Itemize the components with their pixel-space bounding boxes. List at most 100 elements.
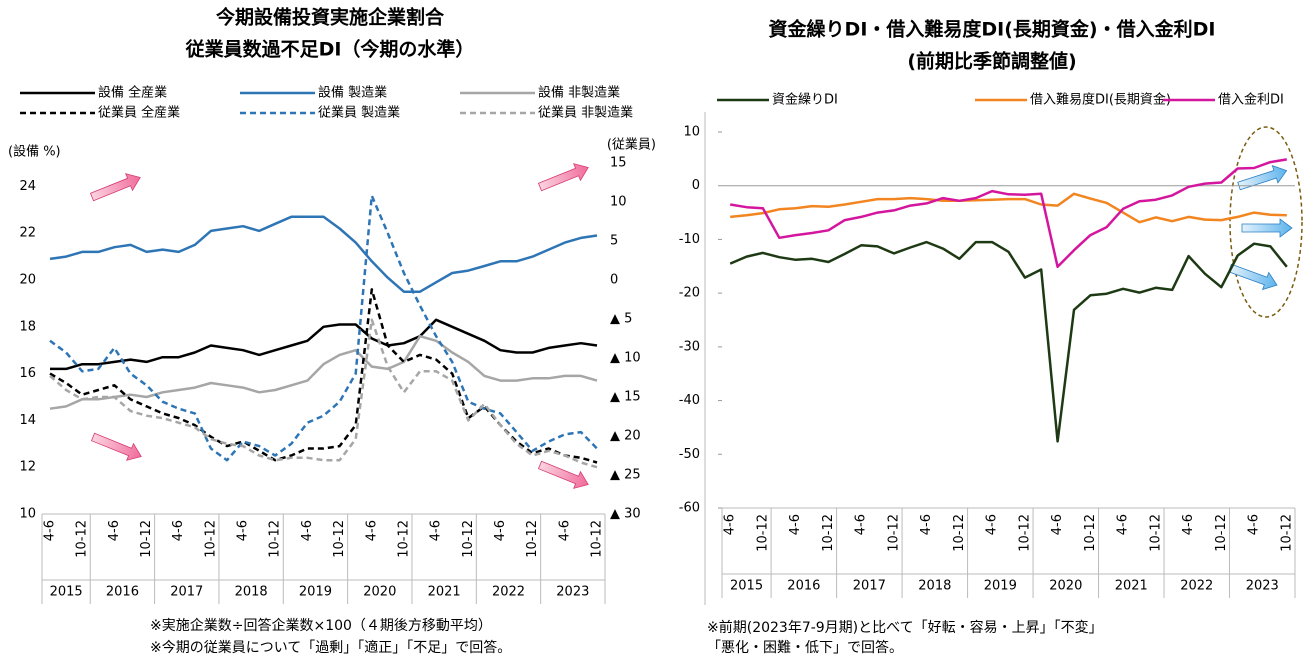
x-tick-label: 4-6 bbox=[1116, 514, 1131, 535]
x-tick-label: 10-12 bbox=[821, 514, 836, 552]
series-line bbox=[49, 215, 598, 293]
chart-title: 今期設備投資実施企業割合 bbox=[215, 6, 445, 29]
y-tick-label: 24 bbox=[19, 179, 36, 194]
x-tick-label: 4-6 bbox=[985, 514, 1000, 535]
footnote: 「悪化・困難・低下」で回答。 bbox=[707, 639, 903, 656]
x-tick-label: 4-6 bbox=[557, 520, 572, 541]
y-tick-label: -50 bbox=[679, 447, 700, 462]
x-tick-label: 4-6 bbox=[788, 514, 803, 535]
y-tick-label: 16 bbox=[19, 366, 36, 381]
x-tick-label: 10-12 bbox=[268, 520, 283, 558]
year-label: 2019 bbox=[299, 585, 332, 600]
footnote: ※実施企業数÷回答企業数×100（４期後方移動平均） bbox=[150, 617, 492, 634]
y2-tick-label: ▲ 25 bbox=[610, 468, 641, 483]
y2-tick-label: 10 bbox=[610, 195, 627, 210]
decoration-arrows bbox=[89, 126, 1303, 489]
year-label: 2016 bbox=[787, 579, 820, 594]
y-tick-label: -40 bbox=[679, 393, 700, 408]
y2-axis-label: (従業員) bbox=[607, 137, 656, 153]
x-tick-label: 4-6 bbox=[364, 520, 379, 541]
footnote: ※今期の従業員について「過剰」「適正」「不足」で回答。 bbox=[150, 639, 511, 656]
y-tick-label: -20 bbox=[679, 286, 700, 301]
y-tick-label: 14 bbox=[19, 413, 36, 428]
x-tick-label: 10-12 bbox=[755, 514, 770, 552]
y-axis-label: (設備 %) bbox=[8, 144, 61, 160]
x-tick-label: 10-12 bbox=[589, 520, 604, 558]
year-label: 2019 bbox=[984, 579, 1017, 594]
y-tick-label: 10 bbox=[683, 125, 700, 140]
y2-tick-label: ▲ 15 bbox=[610, 390, 641, 405]
y-tick-label: 10 bbox=[19, 507, 36, 522]
series-line bbox=[49, 318, 598, 469]
y2-tick-label: ▲ 30 bbox=[610, 507, 641, 522]
year-label: 2021 bbox=[428, 585, 461, 600]
legend-label: 従業員 非製造業 bbox=[538, 105, 633, 121]
y-tick-label: 12 bbox=[19, 460, 36, 475]
year-label: 2018 bbox=[235, 585, 268, 600]
legend-label: 借入難易度DI(長期資金) bbox=[1030, 92, 1171, 108]
legend-label: 借入金利DI bbox=[1218, 92, 1284, 108]
x-tick-label: 10-12 bbox=[139, 520, 154, 558]
y2-tick-label: ▲ 10 bbox=[610, 351, 641, 366]
x-tick-label: 4-6 bbox=[43, 520, 58, 541]
x-tick-label: 10-12 bbox=[1017, 514, 1032, 552]
y-tick-label: -10 bbox=[679, 232, 700, 247]
x-tick-label: 4-6 bbox=[429, 520, 444, 541]
y-tick-label: 22 bbox=[19, 226, 36, 241]
x-tick-label: 10-12 bbox=[1214, 514, 1229, 552]
year-label: 2023 bbox=[556, 585, 589, 600]
x-tick-label: 4-6 bbox=[919, 514, 934, 535]
y2-tick-label: ▲ 5 bbox=[610, 312, 632, 327]
y2-tick-label: 5 bbox=[610, 234, 618, 249]
x-tick-label: 4-6 bbox=[171, 520, 186, 541]
x-tick-label: 10-12 bbox=[952, 514, 967, 552]
y2-tick-label: 0 bbox=[610, 273, 618, 288]
x-tick-label: 10-12 bbox=[396, 520, 411, 558]
x-tick-label: 10-12 bbox=[886, 514, 901, 552]
series-line bbox=[729, 240, 1288, 443]
year-label: 2015 bbox=[50, 585, 83, 600]
year-label: 2017 bbox=[170, 585, 203, 600]
series-line bbox=[49, 194, 598, 462]
series-line bbox=[49, 334, 598, 410]
year-label: 2021 bbox=[1115, 579, 1148, 594]
chart-title: 資金繰りDI・借入難易度DI(長期資金)・借入金利DI bbox=[769, 18, 1216, 41]
legend-label: 設備 非製造業 bbox=[538, 85, 620, 101]
y-tick-label: 18 bbox=[19, 319, 36, 334]
year-label: 2018 bbox=[918, 579, 951, 594]
year-label: 2020 bbox=[363, 585, 396, 600]
x-tick-label: 10-12 bbox=[525, 520, 540, 558]
chart-title: 従業員数過不足DI（今期の水準） bbox=[185, 38, 475, 61]
year-label: 2016 bbox=[106, 585, 139, 600]
year-label: 2017 bbox=[853, 579, 886, 594]
y-tick-label: 0 bbox=[692, 178, 700, 193]
legend-label: 従業員 製造業 bbox=[318, 105, 400, 121]
series-line bbox=[729, 158, 1288, 269]
x-tick-label: 4-6 bbox=[107, 520, 122, 541]
y2-tick-label: ▲ 20 bbox=[610, 429, 641, 444]
legend-label: 資金繰りDI bbox=[772, 92, 838, 108]
footnote: ※前期(2023年7-9月期)と比べて「好転・容易・上昇」「不変」 bbox=[707, 619, 1103, 636]
series-line bbox=[50, 318, 598, 371]
series-line bbox=[730, 192, 1287, 224]
year-label: 2022 bbox=[1180, 579, 1213, 594]
x-tick-label: 4-6 bbox=[1181, 514, 1196, 535]
x-tick-label: 4-6 bbox=[854, 514, 869, 535]
chart-title: (前期比季節調整値) bbox=[907, 50, 1076, 73]
x-tick-label: 10-12 bbox=[1148, 514, 1163, 552]
year-label: 2020 bbox=[1049, 579, 1082, 594]
legend-label: 従業員 全産業 bbox=[98, 105, 180, 121]
year-label: 2015 bbox=[730, 579, 763, 594]
x-tick-label: 4-6 bbox=[300, 520, 315, 541]
legend-label: 設備 全産業 bbox=[98, 85, 167, 101]
x-tick-label: 10-12 bbox=[1279, 514, 1294, 552]
x-tick-label: 4-6 bbox=[493, 520, 508, 541]
x-tick-label: 4-6 bbox=[1247, 514, 1262, 535]
y2-tick-label: 15 bbox=[610, 156, 627, 171]
x-tick-label: 4-6 bbox=[236, 520, 251, 541]
x-tick-label: 4-6 bbox=[1050, 514, 1065, 535]
x-tick-label: 10-12 bbox=[461, 520, 476, 558]
x-tick-label: 10-12 bbox=[75, 520, 90, 558]
y-tick-label: -60 bbox=[679, 501, 700, 516]
